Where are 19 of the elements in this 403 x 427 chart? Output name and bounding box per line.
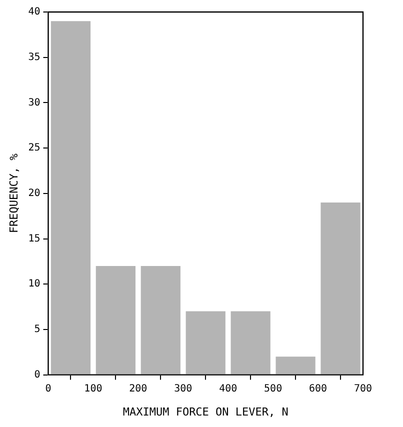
y-tick-label: 25 [28,142,40,154]
x-tick-label: 200 [129,383,148,394]
y-axis-title: FREQUENCY, % [7,153,20,234]
x-tick-label: 300 [174,383,192,394]
y-tick-label: 0 [34,369,40,380]
x-tick-label: 400 [219,383,238,394]
y-tick-label: 35 [28,52,40,63]
y-tick-label: 10 [28,278,40,290]
y-tick-label: 20 [28,188,40,199]
x-tick-label: 500 [264,383,282,394]
x-tick-label: 600 [309,383,328,394]
x-tick-label: 700 [354,383,372,394]
y-tick-label: 40 [28,6,40,18]
x-tick-label: 0 [45,383,52,394]
x-tick-label: 100 [84,383,102,394]
y-tick-label: 15 [28,233,40,244]
x-axis-title: MAXIMUM FORCE ON LEVER, N [122,405,288,418]
y-tick-label: 5 [34,324,40,336]
y-tick-label: 30 [28,97,40,108]
